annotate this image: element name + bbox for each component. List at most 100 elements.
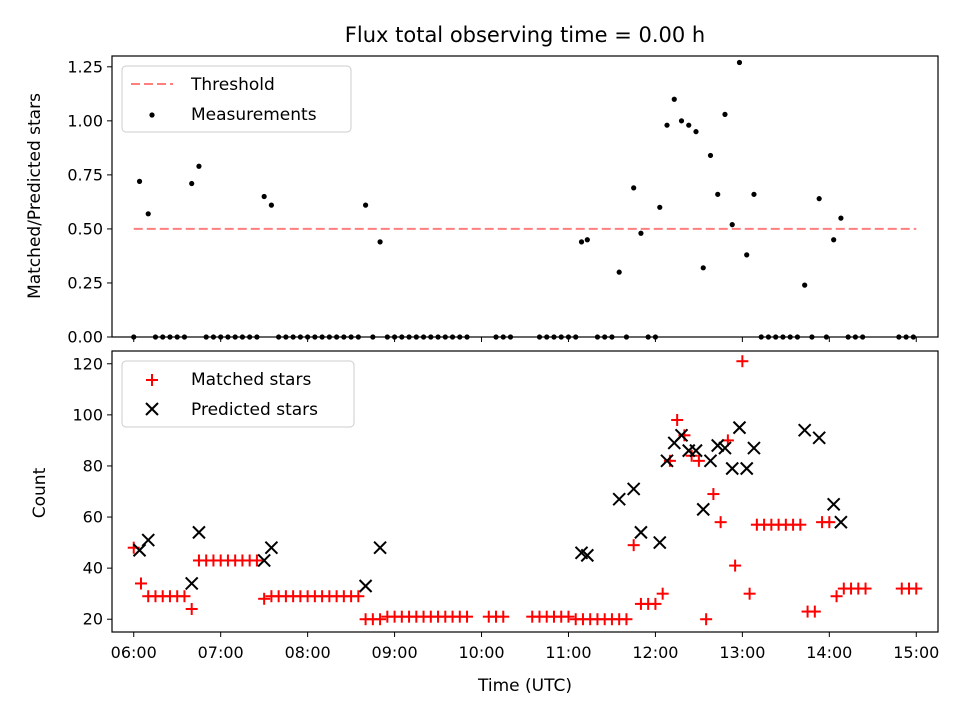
matched-star-point bbox=[910, 582, 923, 595]
matched-star-point bbox=[830, 590, 843, 603]
measurement-point bbox=[678, 118, 685, 124]
measurement-point bbox=[751, 191, 757, 197]
predicted-star-point bbox=[797, 423, 812, 437]
measurement-point bbox=[196, 163, 202, 169]
matched-star-point bbox=[374, 613, 387, 626]
legend-measurements-label: Measurements bbox=[191, 105, 317, 125]
matched-star-point bbox=[707, 488, 720, 501]
predicted-star-point bbox=[580, 548, 595, 563]
bottom-x-tick-label: 12:00 bbox=[632, 643, 678, 662]
measurement-point bbox=[578, 239, 585, 245]
predicted-star-point bbox=[264, 540, 279, 555]
bottom-plot-area: 20 40 60 80 100 120 06:00 07:00 08:00 09:00 10:00 1… bbox=[72, 354, 939, 662]
legend-threshold-label: Threshold bbox=[190, 75, 275, 95]
predicted-star-point bbox=[192, 525, 206, 540]
predicted-star-point bbox=[834, 515, 848, 529]
bottom-x-axis-label: Time (UTC) bbox=[477, 676, 572, 696]
measurement-point bbox=[816, 196, 822, 202]
matched-star-point bbox=[134, 577, 147, 590]
legend-matched-label: Matched stars bbox=[191, 370, 311, 390]
measurement-point bbox=[638, 230, 644, 236]
measurement-point bbox=[722, 111, 728, 117]
bottom-plot-frame bbox=[111, 350, 939, 633]
measurement-point bbox=[631, 185, 637, 191]
predicted-star-point bbox=[689, 443, 703, 458]
bottom-y-tick-label: 100 bbox=[72, 405, 103, 424]
bottom-x-tick-label: 09:00 bbox=[372, 643, 418, 662]
matched-star-point bbox=[620, 613, 633, 626]
bottom-y-axis-label: Count bbox=[30, 467, 50, 518]
matched-star-point bbox=[808, 605, 821, 618]
matched-star-point bbox=[627, 539, 640, 552]
matched-star-point bbox=[461, 610, 474, 623]
measurement-point bbox=[268, 202, 275, 208]
predicted-star-point bbox=[718, 441, 732, 455]
bottom-y-tick-label: 40 bbox=[83, 559, 103, 578]
measurement-point bbox=[136, 178, 143, 184]
bottom-y-tick-label: 60 bbox=[83, 508, 103, 527]
measurement-point bbox=[736, 59, 743, 66]
measurement-point bbox=[715, 191, 721, 197]
measurement-point bbox=[377, 239, 383, 245]
measurement-point bbox=[693, 129, 699, 135]
top-y-tick-label: 0.00 bbox=[67, 328, 103, 347]
predicted-star-point bbox=[826, 497, 841, 511]
predicted-star-point bbox=[373, 540, 387, 555]
top-y-tick-label: 0.50 bbox=[67, 219, 103, 238]
predicted-star-point bbox=[653, 535, 667, 550]
bottom-y-tick-label: 80 bbox=[83, 456, 103, 475]
predicted-star-point bbox=[634, 525, 648, 540]
predicted-star-point bbox=[725, 461, 739, 476]
matched-star-point bbox=[258, 592, 271, 605]
bottom-x-tick-label: 15:00 bbox=[893, 643, 939, 662]
bottom-x-tick-label: 11:00 bbox=[545, 643, 591, 662]
measurement-point bbox=[145, 211, 151, 217]
predicted-star-point bbox=[184, 576, 199, 591]
predicted-star-point bbox=[703, 454, 718, 468]
predicted-star-point bbox=[257, 553, 271, 568]
predicted-star-point bbox=[612, 492, 626, 506]
predicted-star-point bbox=[812, 431, 826, 445]
measurement-point bbox=[362, 202, 369, 208]
bottom-x-tick-label: 08:00 bbox=[285, 643, 331, 662]
predicted-star-point bbox=[740, 461, 754, 476]
matched-star-point bbox=[649, 597, 662, 610]
top-plot-frame bbox=[111, 55, 939, 338]
bottom-x-tick-label: 10:00 bbox=[458, 643, 504, 662]
matched-star-point bbox=[178, 590, 191, 603]
measurement-point bbox=[838, 215, 844, 221]
matched-star-point bbox=[692, 454, 705, 467]
top-legend-box bbox=[121, 65, 352, 133]
legend-predicted-label: Predicted stars bbox=[191, 400, 318, 420]
top-legend: Threshold Measurements bbox=[121, 65, 352, 133]
top-y-tick-label: 0.75 bbox=[67, 165, 103, 184]
matched-star-point bbox=[700, 613, 713, 626]
bottom-y-tick-label: 20 bbox=[83, 610, 103, 629]
measurement-point bbox=[831, 237, 837, 243]
bottom-x-tick-label: 13:00 bbox=[719, 643, 765, 662]
measurement-point bbox=[657, 204, 663, 210]
matched-star-point bbox=[562, 610, 575, 623]
matched-star-point bbox=[794, 518, 807, 531]
measurement-point bbox=[707, 152, 714, 159]
top-y-tick-label: 1.00 bbox=[67, 111, 103, 130]
matched-star-point bbox=[729, 559, 742, 572]
predicted-star-point bbox=[660, 454, 674, 468]
bottom-x-tick-label: 07:00 bbox=[198, 643, 244, 662]
measurement-point bbox=[744, 252, 750, 258]
measurement-point bbox=[802, 282, 808, 288]
measurement-point bbox=[686, 122, 692, 128]
top-y-tick-label: 0.25 bbox=[67, 273, 103, 292]
measurement-point bbox=[261, 193, 267, 200]
bottom-x-tick-label: 14:00 bbox=[806, 643, 852, 662]
matched-star-point bbox=[497, 610, 510, 623]
predicted-star-point bbox=[141, 533, 155, 547]
predicted-star-point bbox=[711, 438, 725, 453]
measurement-point bbox=[189, 180, 195, 187]
measurement-point bbox=[664, 122, 670, 128]
matched-star-point bbox=[185, 603, 198, 616]
matched-star-point bbox=[250, 554, 263, 567]
predicted-star-point bbox=[674, 428, 689, 443]
legend-measurements-swatch bbox=[149, 112, 155, 118]
